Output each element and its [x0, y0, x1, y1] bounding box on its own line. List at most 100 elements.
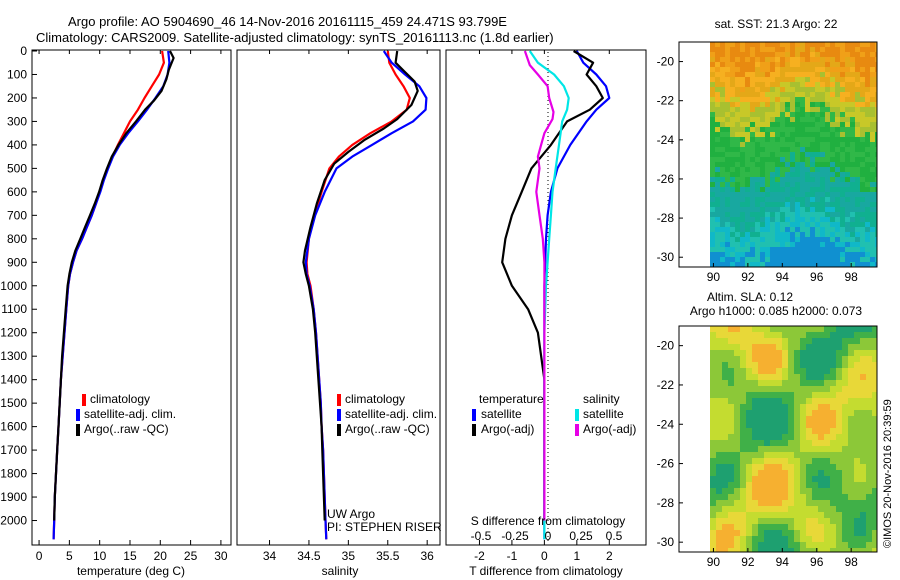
sla-cell	[740, 338, 747, 345]
sst-cell	[755, 142, 761, 148]
sla-cell	[782, 392, 789, 399]
sla-cell	[794, 374, 801, 381]
sst-cell	[865, 87, 871, 93]
sst-cell	[750, 192, 756, 198]
sla-cell	[800, 548, 807, 552]
sla-cell	[722, 404, 729, 411]
sst-cell	[875, 212, 877, 218]
sla-cell	[866, 416, 873, 423]
sla-cell	[734, 368, 741, 375]
sla-cell	[734, 458, 741, 465]
sla-cell	[818, 500, 825, 507]
sst-cell	[805, 117, 811, 123]
sst-cell	[740, 122, 746, 128]
legend-label-climatology: climatology	[345, 392, 405, 406]
sla-cell	[836, 470, 843, 477]
sst-cell	[805, 232, 811, 238]
sst-cell	[850, 122, 856, 128]
sla-cell	[770, 536, 777, 543]
sst-cell	[840, 52, 846, 58]
sst-cell	[820, 212, 826, 218]
sst-cell	[830, 72, 836, 78]
sst-cell	[745, 167, 751, 173]
sst-cell	[785, 237, 791, 243]
sst-cell	[850, 262, 856, 267]
sst-cell	[835, 157, 841, 163]
sst-cell	[820, 72, 826, 78]
sla-cell	[758, 332, 765, 339]
sst-cell	[825, 62, 831, 68]
sst-cell	[830, 257, 836, 263]
sst-cell	[825, 87, 831, 93]
sst-cell	[765, 82, 771, 88]
sla-cell	[734, 392, 741, 399]
sst-cell	[780, 152, 786, 158]
sst-cell	[840, 237, 846, 243]
sla-cell	[752, 350, 759, 357]
sst-cell	[845, 142, 851, 148]
sst-cell	[870, 162, 876, 168]
depth-tick-label: 800	[7, 232, 27, 246]
sst-cell	[795, 237, 801, 243]
sla-cell	[866, 530, 873, 537]
sst-cell	[815, 132, 821, 138]
sst-cell	[800, 102, 806, 108]
sst-cell	[805, 102, 811, 108]
sst-cell	[725, 132, 731, 138]
sla-cell	[764, 476, 771, 483]
sst-cell	[830, 247, 836, 253]
sst-cell	[750, 217, 756, 223]
sla-cell	[728, 398, 735, 405]
sst-cell	[850, 152, 856, 158]
sla-cell	[800, 374, 807, 381]
sst-cell	[710, 237, 716, 243]
sst-cell	[765, 52, 771, 58]
sst-cell	[710, 117, 716, 123]
sst-cell	[775, 187, 781, 193]
sla-cell	[710, 332, 717, 339]
sst-cell	[805, 152, 811, 158]
sst-cell	[720, 222, 726, 228]
sst-cell	[720, 112, 726, 118]
sst-cell	[785, 132, 791, 138]
sst-cell	[750, 62, 756, 68]
sst-cell	[845, 167, 851, 173]
sst-cell	[775, 62, 781, 68]
sla-cell	[710, 338, 717, 345]
salinity-series	[302, 50, 428, 540]
sst-cell	[805, 92, 811, 98]
sla-cell	[860, 506, 867, 513]
sla-cell	[818, 488, 825, 495]
sla-cell	[776, 326, 783, 333]
sla-cell	[710, 512, 717, 519]
sst-cell	[745, 237, 751, 243]
sla-cell	[716, 470, 723, 477]
sst-cell	[800, 222, 806, 228]
sst-cell	[775, 172, 781, 178]
sst-cell	[875, 202, 877, 208]
sla-cell	[752, 452, 759, 459]
sst-cell	[730, 242, 736, 248]
sst-cell	[730, 82, 736, 88]
sla-cell	[818, 470, 825, 477]
sla-cell	[806, 530, 813, 537]
sst-cell	[770, 147, 776, 153]
sst-cell	[840, 87, 846, 93]
sst-cell	[865, 142, 871, 148]
sla-cell	[770, 380, 777, 387]
map-x-tick-label: 92	[741, 270, 755, 284]
sst-cell	[830, 52, 836, 58]
sla-cell	[806, 536, 813, 543]
sst-cell	[790, 197, 796, 203]
depth-axis: 0100200300400500600700800900100011001200…	[0, 44, 37, 528]
sla-cell	[716, 398, 723, 405]
sst-cell	[730, 207, 736, 213]
sla-cell	[848, 338, 855, 345]
sst-cell	[855, 257, 861, 263]
sst-cell	[870, 127, 876, 133]
sst-cell	[780, 172, 786, 178]
sla-cell	[722, 476, 729, 483]
sla-cell	[770, 416, 777, 423]
sst-cell	[800, 232, 806, 238]
sst-cell	[745, 192, 751, 198]
